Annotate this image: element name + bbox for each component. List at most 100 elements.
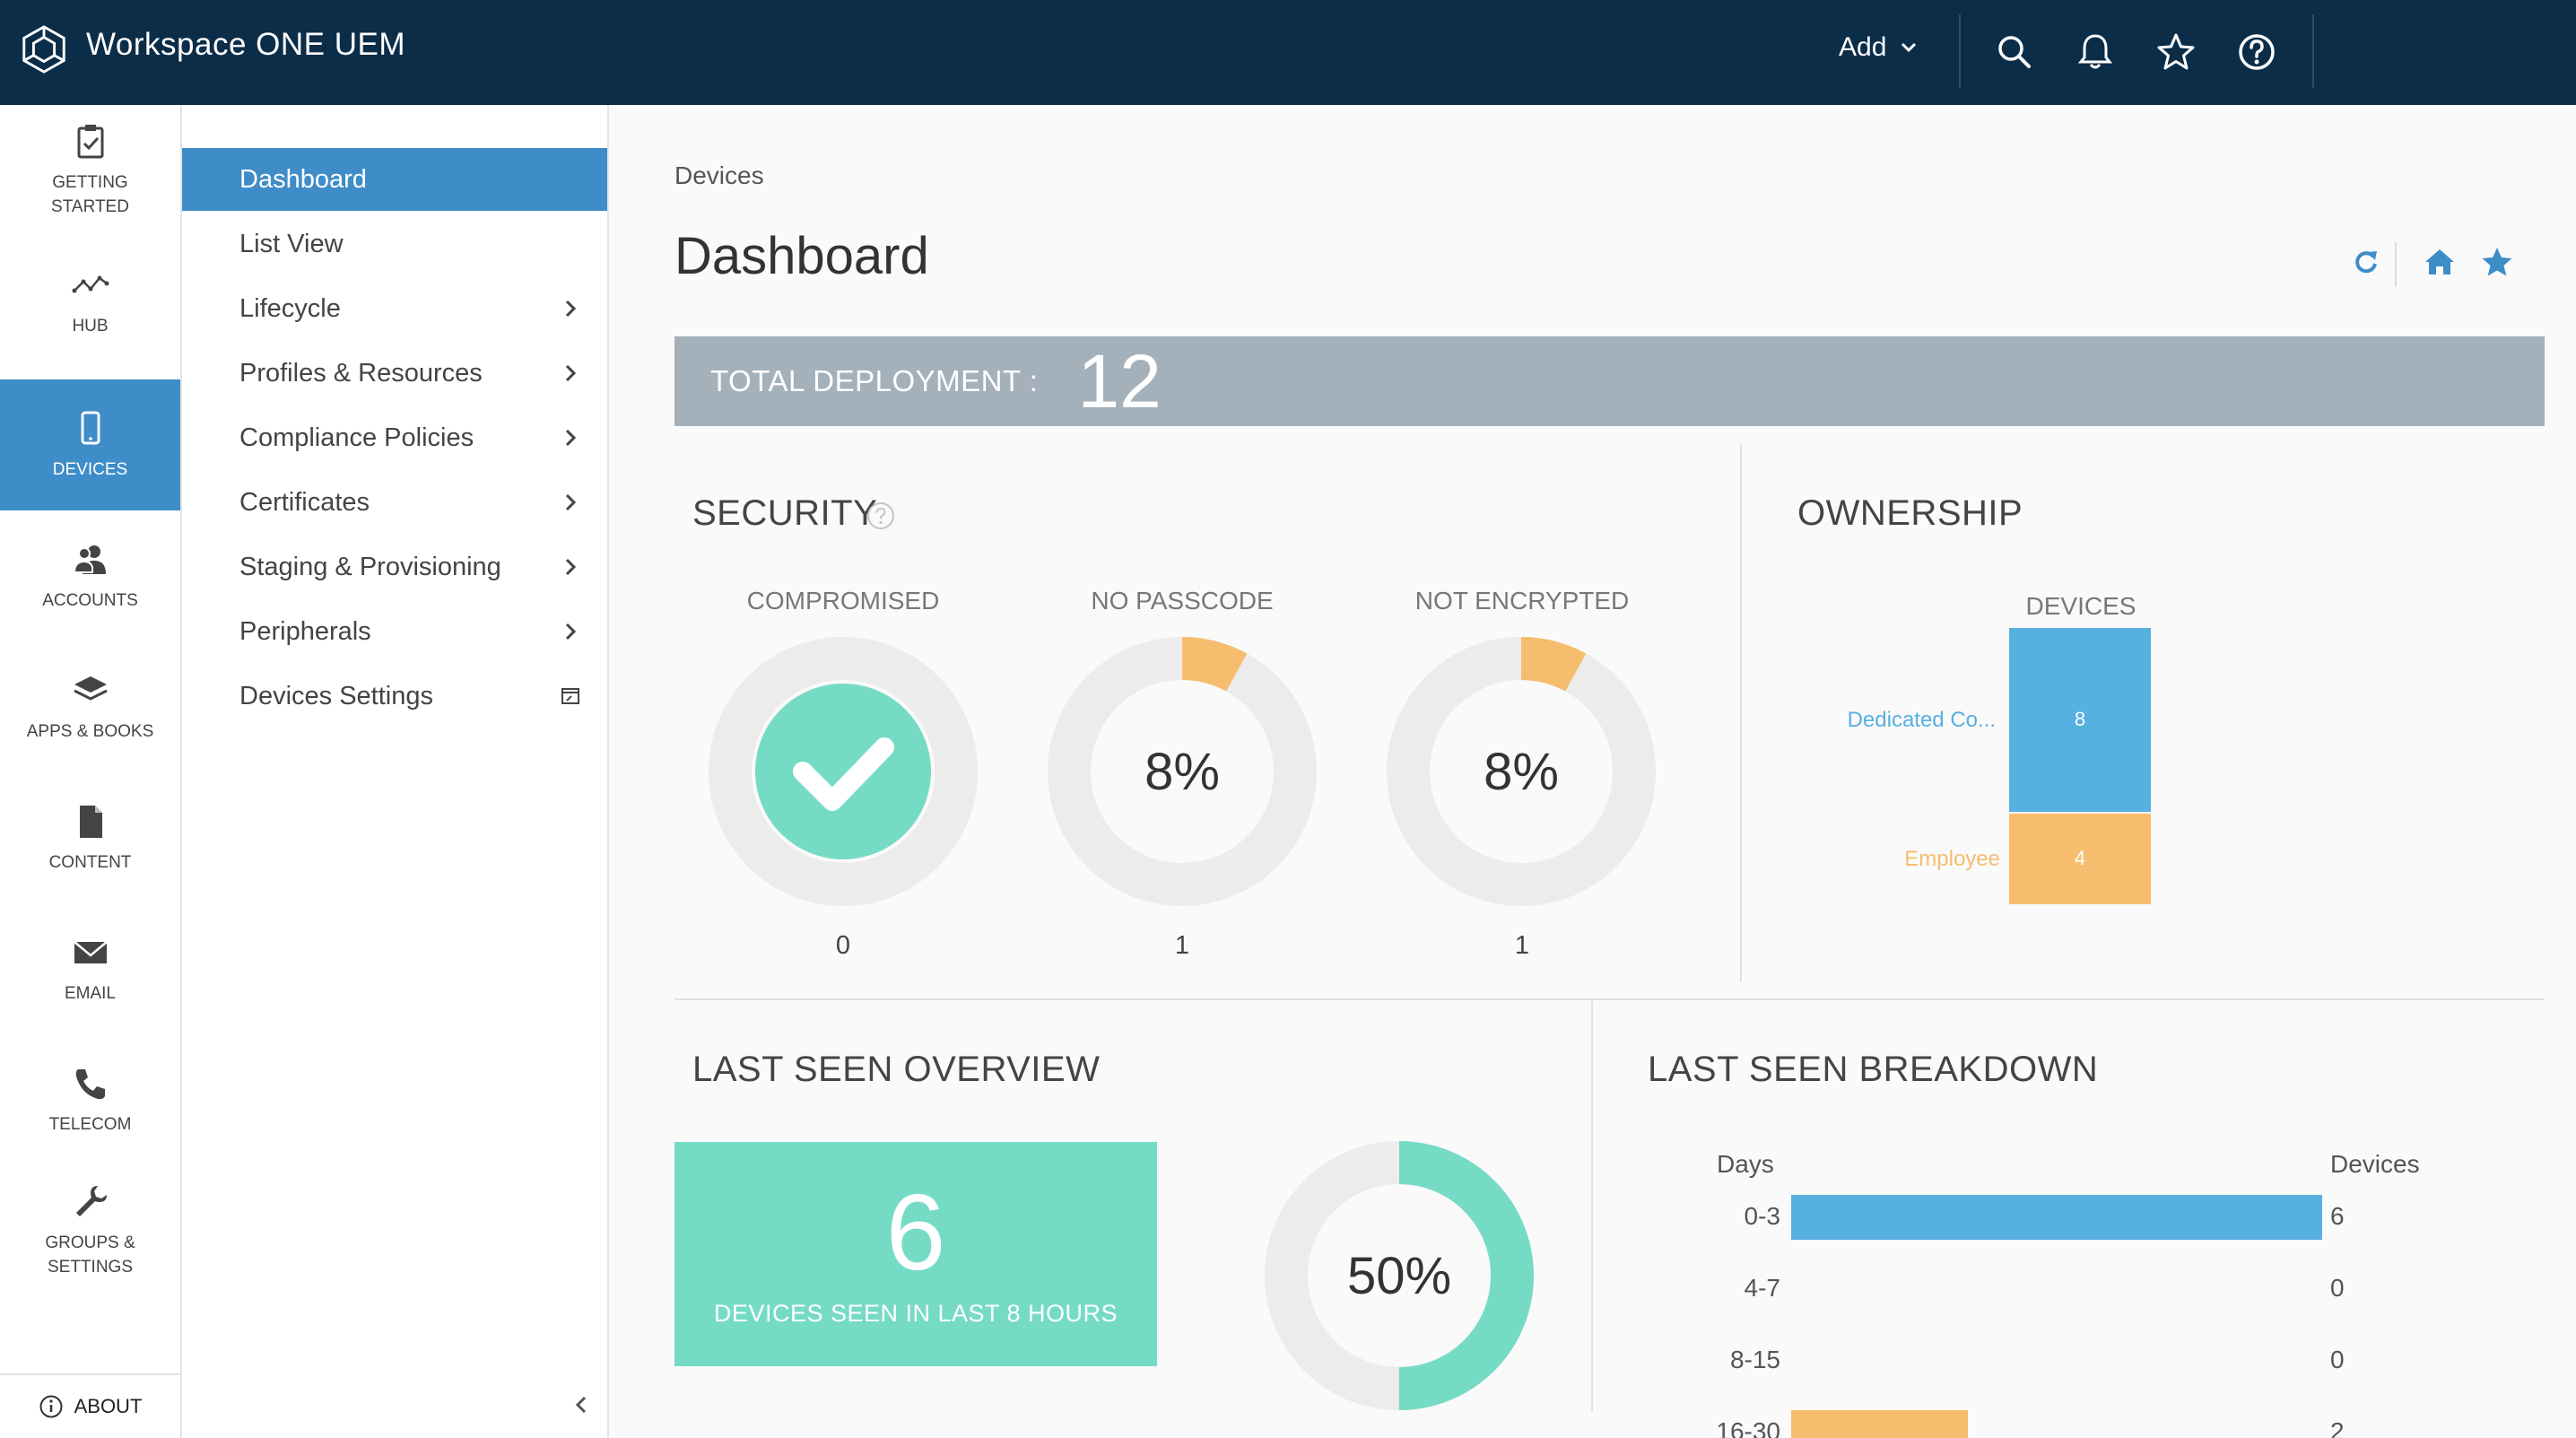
breadcrumb[interactable]: Devices xyxy=(674,161,764,189)
phone-handset-icon xyxy=(75,1068,105,1099)
app-title: Workspace ONE UEM xyxy=(86,27,405,62)
row-divider xyxy=(674,998,2545,1000)
star-icon[interactable] xyxy=(2154,31,2197,74)
refresh-icon[interactable] xyxy=(2348,244,2384,280)
top-header: Workspace ONE UEM Add xyxy=(0,0,2576,105)
submenu-compliance-policies[interactable]: Compliance Policies xyxy=(182,406,607,469)
not-encrypted-label: NOT ENCRYPTED xyxy=(1414,587,1630,614)
nav-getting-started[interactable]: GETTING STARTED xyxy=(0,105,180,236)
nav-label: DEVICES xyxy=(52,459,128,479)
breakdown-value-label: 2 xyxy=(2330,1417,2345,1438)
collapse-sidebar-icon[interactable] xyxy=(568,1391,595,1418)
header-divider xyxy=(1959,14,1961,88)
nav-label: ACCOUNTS xyxy=(42,590,138,610)
submenu-label: Peripherals xyxy=(239,616,371,646)
no-passcode-percent: 8% xyxy=(1144,742,1220,801)
submenu-lifecycle[interactable]: Lifecycle xyxy=(182,277,607,340)
submenu-profiles-resources[interactable]: Profiles & Resources xyxy=(182,342,607,405)
nav-label: EMAIL xyxy=(64,983,117,1003)
breakdown-bar[interactable] xyxy=(1791,1195,2322,1240)
devices-submenu: Dashboard List View Lifecycle Profiles &… xyxy=(182,105,609,1438)
phone-icon xyxy=(81,411,100,444)
no-passcode-donut[interactable] xyxy=(1048,637,1317,906)
security-title-text: SECURITY xyxy=(692,493,878,533)
breakdown-category-label: 8-15 xyxy=(1729,1346,1780,1373)
help-icon[interactable] xyxy=(2235,31,2278,74)
breakdown-category-label: 4-7 xyxy=(1744,1274,1780,1302)
submenu-certificates[interactable]: Certificates xyxy=(182,471,607,534)
home-icon[interactable] xyxy=(2422,244,2458,280)
devices-seen-count: 6 xyxy=(885,1172,946,1293)
search-icon[interactable] xyxy=(1993,31,2036,74)
last-seen-breakdown-title: LAST SEEN BREAKDOWN xyxy=(1648,1050,2099,1089)
nav-hub[interactable]: HUB xyxy=(0,236,180,367)
breakdown-value-label: 0 xyxy=(2330,1274,2345,1302)
submenu-devices-settings[interactable]: Devices Settings xyxy=(182,665,607,728)
total-deployment-value: 12 xyxy=(1077,338,1162,423)
submenu-dashboard[interactable]: Dashboard xyxy=(182,148,607,211)
submenu-peripherals[interactable]: Peripherals xyxy=(182,600,607,663)
ownership-value: 8 xyxy=(2074,708,2086,731)
total-deployment-banner[interactable]: TOTAL DEPLOYMENT : 12 xyxy=(674,336,2545,426)
nav-apps-books[interactable]: APPS & BOOKS xyxy=(0,641,180,772)
question-circle-icon[interactable] xyxy=(866,501,896,531)
add-button-label: Add xyxy=(1839,32,1887,62)
no-passcode-label: NO PASSCODE xyxy=(1091,587,1274,614)
devices-seen-card[interactable]: 6 DEVICES SEEN IN LAST 8 HOURS xyxy=(674,1142,1157,1366)
last-seen-overview-title: LAST SEEN OVERVIEW xyxy=(692,1050,1101,1089)
not-encrypted-donut[interactable] xyxy=(1387,637,1656,906)
nav-content[interactable]: CONTENT xyxy=(0,772,180,903)
compromised-label: COMPROMISED xyxy=(746,587,940,614)
chevron-right-icon xyxy=(565,623,577,641)
no-passcode-arc xyxy=(1048,637,1317,906)
title-icons-divider xyxy=(2395,242,2397,287)
breakdown-value-label: 6 xyxy=(2330,1202,2345,1230)
submenu-list-view[interactable]: List View xyxy=(182,213,607,275)
ownership-bar-dedicated[interactable]: 8 xyxy=(2009,628,2151,812)
section-divider xyxy=(1591,1000,1593,1411)
section-divider xyxy=(1740,444,1742,982)
workspace-one-logo-icon[interactable] xyxy=(18,23,70,75)
wrench-icon xyxy=(75,1186,107,1216)
favorite-star-icon[interactable] xyxy=(2479,244,2515,280)
about-button[interactable]: ABOUT xyxy=(0,1373,180,1438)
breakdown-category-label: 16-30 xyxy=(1716,1417,1780,1438)
breakdown-value-label: 0 xyxy=(2330,1346,2345,1373)
breakdown-category-label: 0-3 xyxy=(1744,1202,1780,1230)
no-passcode-count[interactable]: 1 xyxy=(1174,931,1190,960)
ownership-title: OWNERSHIP xyxy=(1797,493,2023,533)
layers-icon xyxy=(73,675,108,701)
total-deployment-label: TOTAL DEPLOYMENT : xyxy=(710,364,1039,397)
last-seen-donut[interactable] xyxy=(1265,1141,1534,1410)
ownership-column-label: DEVICES xyxy=(2025,592,2137,620)
security-title: SECURITY xyxy=(692,493,877,534)
nav-devices[interactable]: DEVICES xyxy=(0,379,180,510)
compromised-donut[interactable] xyxy=(709,637,978,906)
ownership-bar-employee[interactable]: 4 xyxy=(2009,813,2151,904)
not-encrypted-count[interactable]: 1 xyxy=(1514,931,1530,960)
devices-seen-caption: DEVICES SEEN IN LAST 8 HOURS xyxy=(713,1300,1118,1327)
nav-email[interactable]: EMAIL xyxy=(0,903,180,1034)
submenu-staging-provisioning[interactable]: Staging & Provisioning xyxy=(182,536,607,598)
submenu-label: List View xyxy=(239,229,344,258)
clipboard-check-icon xyxy=(77,125,103,159)
ownership-label-dedicated[interactable]: Dedicated Co... xyxy=(1847,708,1996,733)
envelope-icon xyxy=(73,940,108,963)
breakdown-x-header: Days xyxy=(1717,1150,1774,1178)
chevron-right-icon xyxy=(565,364,577,382)
breakdown-bar[interactable] xyxy=(1791,1410,1969,1438)
submenu-label: Staging & Provisioning xyxy=(239,552,501,581)
compromised-count[interactable]: 0 xyxy=(835,931,851,960)
nav-groups-settings[interactable]: GROUPS & SETTINGS xyxy=(0,1165,180,1296)
chevron-right-icon xyxy=(565,493,577,511)
submenu-label: Compliance Policies xyxy=(239,423,474,452)
nav-accounts[interactable]: ACCOUNTS xyxy=(0,510,180,641)
ownership-label-employee[interactable]: Employee xyxy=(1904,847,2000,872)
add-menu-button[interactable]: Add xyxy=(1839,32,1919,63)
page-title: Dashboard xyxy=(674,227,929,285)
nav-telecom[interactable]: TELECOM xyxy=(0,1034,180,1165)
info-icon xyxy=(39,1395,63,1418)
header-divider xyxy=(2312,14,2314,88)
bell-icon[interactable] xyxy=(2074,31,2117,74)
about-label: ABOUT xyxy=(74,1395,143,1417)
